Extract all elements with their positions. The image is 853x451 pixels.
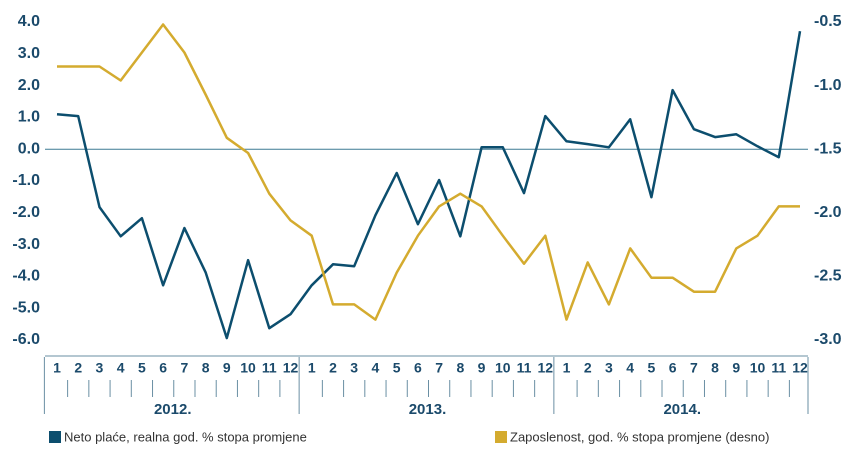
x-tick-label: 9 [478,360,486,376]
y-tick-label: 2.0 [18,77,40,94]
y2-tick-label: -1.0 [814,77,842,94]
x-tick-label: 4 [372,360,380,376]
x-tick-label: 2 [584,360,592,376]
x-tick-label: 4 [626,360,634,376]
x-tick-label: 6 [414,360,422,376]
series-line [56,30,802,340]
year-label: 2013. [409,401,447,418]
y2-tick-label: -1.5 [814,140,842,157]
legend-swatch [495,431,507,443]
x-tick-label: 8 [711,360,719,376]
x-tick-label: 11 [771,360,786,376]
legend-label: Zaposlenost, god. % stopa promjene (desn… [510,429,769,444]
x-tick-label: 1 [53,360,61,376]
x-tick-label: 6 [159,360,167,376]
x-tick-label: 2 [74,360,82,376]
x-tick-label: 10 [495,360,511,376]
y2-tick-label: -3.0 [814,331,842,348]
x-tick-label: 3 [605,360,613,376]
legend-swatch [49,431,61,443]
y-tick-label: 1.0 [18,109,40,126]
x-tick-label: 10 [240,360,256,376]
x-tick-label: 8 [202,360,210,376]
x-tick-label: 10 [750,360,766,376]
year-label: 2012. [154,401,192,418]
x-tick-label: 11 [262,360,277,376]
y-tick-label: -2.0 [12,204,40,221]
x-tick-label: 1 [563,360,571,376]
x-tick-label: 9 [732,360,740,376]
x-tick-label: 5 [648,360,656,376]
x-tick-label: 2 [329,360,337,376]
y-tick-label: 0.0 [18,140,40,157]
x-tick-label: 6 [669,360,677,376]
x-tick-label: 8 [456,360,464,376]
series-line [57,23,800,321]
y-tick-label: -6.0 [12,331,40,348]
x-tick-label: 4 [117,360,125,376]
y2-tick-label: -0.5 [814,13,842,30]
x-tick-label: 3 [350,360,358,376]
x-tick-label: 7 [690,360,698,376]
y2-tick-label: -2.0 [814,204,842,221]
x-tick-label: 12 [792,360,808,376]
x-tick-label: 11 [517,360,532,376]
x-tick-label: 5 [393,360,401,376]
x-tick-label: 7 [435,360,443,376]
y-tick-label: 3.0 [18,45,40,62]
x-tick-label: 12 [537,360,553,376]
x-tick-label: 9 [223,360,231,376]
y-tick-label: -5.0 [12,299,40,316]
y-tick-label: -4.0 [12,268,40,285]
legend-label: Neto plaće, realna god. % stopa promjene [64,429,307,444]
x-tick-label: 7 [180,360,188,376]
x-tick-label: 12 [283,360,299,376]
year-label: 2014. [663,401,701,418]
y-tick-label: 4.0 [18,13,40,30]
x-tick-label: 3 [96,360,104,376]
x-tick-label: 1 [308,360,316,376]
x-tick-label: 5 [138,360,146,376]
y2-tick-label: -2.5 [814,268,842,285]
y-tick-label: -1.0 [12,172,40,189]
y-tick-label: -3.0 [12,236,40,253]
